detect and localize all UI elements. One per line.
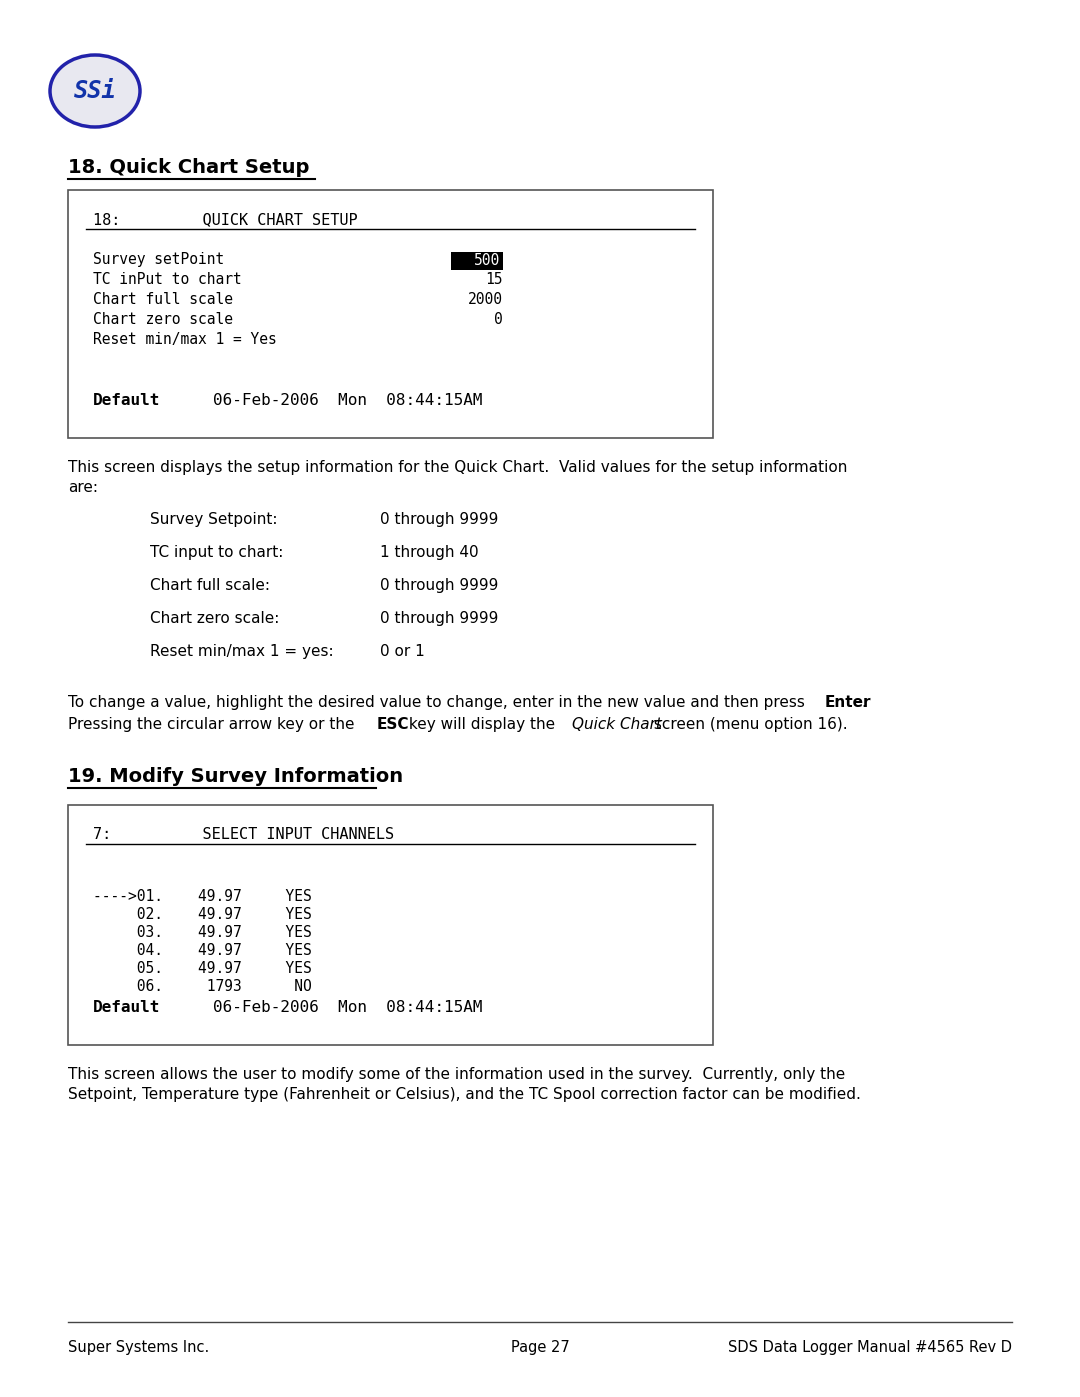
- Text: are:: are:: [68, 481, 98, 495]
- Text: Survey setPoint: Survey setPoint: [93, 251, 225, 267]
- Text: Chart full scale:: Chart full scale:: [150, 578, 270, 592]
- Bar: [451, 251, 503, 270]
- Text: TC input to chart:: TC input to chart:: [150, 545, 283, 560]
- Text: 06-Feb-2006  Mon  08:44:15AM: 06-Feb-2006 Mon 08:44:15AM: [213, 393, 483, 408]
- Text: 0 through 9999: 0 through 9999: [380, 610, 498, 626]
- Bar: [68, 190, 713, 439]
- Text: 1 through 40: 1 through 40: [380, 545, 478, 560]
- Text: TC inPut to chart: TC inPut to chart: [93, 272, 242, 286]
- Text: 04.    49.97     YES: 04. 49.97 YES: [93, 943, 312, 958]
- Text: 18:         QUICK CHART SETUP: 18: QUICK CHART SETUP: [93, 212, 357, 226]
- Text: Enter: Enter: [825, 694, 872, 710]
- Text: Reset min/max 1 = yes:: Reset min/max 1 = yes:: [150, 644, 334, 659]
- Text: Default: Default: [93, 393, 160, 408]
- Text: This screen allows the user to modify some of the information used in the survey: This screen allows the user to modify so…: [68, 1067, 846, 1083]
- Text: Setpoint, Temperature type (Fahrenheit or Celsius), and the TC Spool correction : Setpoint, Temperature type (Fahrenheit o…: [68, 1087, 861, 1102]
- Text: 03.    49.97     YES: 03. 49.97 YES: [93, 925, 312, 940]
- Text: Chart zero scale:: Chart zero scale:: [150, 610, 280, 626]
- Text: 06.     1793      NO: 06. 1793 NO: [93, 979, 312, 995]
- Text: 0 or 1: 0 or 1: [380, 644, 424, 659]
- Text: 0 through 9999: 0 through 9999: [380, 511, 498, 527]
- Text: Super Systems Inc.: Super Systems Inc.: [68, 1340, 210, 1355]
- Text: 15: 15: [486, 272, 503, 286]
- Text: Chart zero scale: Chart zero scale: [93, 312, 233, 327]
- Text: Default: Default: [93, 1000, 160, 1016]
- Text: 18. Quick Chart Setup: 18. Quick Chart Setup: [68, 158, 309, 177]
- Ellipse shape: [50, 54, 140, 127]
- Text: Reset min/max 1 = Yes: Reset min/max 1 = Yes: [93, 332, 276, 346]
- Text: 0 through 9999: 0 through 9999: [380, 578, 498, 592]
- Text: screen (menu option 16).: screen (menu option 16).: [649, 717, 848, 732]
- Text: This screen displays the setup information for the Quick Chart.  Valid values fo: This screen displays the setup informati…: [68, 460, 848, 475]
- Text: .: .: [861, 694, 866, 710]
- Text: ---->01.    49.97     YES: ---->01. 49.97 YES: [93, 888, 312, 904]
- Text: 19. Modify Survey Information: 19. Modify Survey Information: [68, 767, 403, 787]
- Text: Pressing the circular arrow key or the: Pressing the circular arrow key or the: [68, 717, 360, 732]
- Text: ESC: ESC: [377, 717, 409, 732]
- Text: Page 27: Page 27: [511, 1340, 569, 1355]
- Text: 02.    49.97     YES: 02. 49.97 YES: [93, 907, 312, 922]
- Bar: [68, 805, 713, 1045]
- Text: SSi: SSi: [73, 80, 117, 103]
- Text: SDS Data Logger Manual #4565 Rev D: SDS Data Logger Manual #4565 Rev D: [728, 1340, 1012, 1355]
- Text: 05.    49.97     YES: 05. 49.97 YES: [93, 961, 312, 977]
- Text: 0: 0: [495, 312, 503, 327]
- Text: 06-Feb-2006  Mon  08:44:15AM: 06-Feb-2006 Mon 08:44:15AM: [213, 1000, 483, 1016]
- Text: 2000: 2000: [468, 292, 503, 307]
- Text: key will display the: key will display the: [404, 717, 561, 732]
- Text: Chart full scale: Chart full scale: [93, 292, 233, 307]
- Text: To change a value, highlight the desired value to change, enter in the new value: To change a value, highlight the desired…: [68, 694, 810, 710]
- Text: 7:          SELECT INPUT CHANNELS: 7: SELECT INPUT CHANNELS: [93, 827, 394, 842]
- Text: 500: 500: [474, 253, 500, 268]
- Text: Survey Setpoint:: Survey Setpoint:: [150, 511, 278, 527]
- Text: Quick Chart: Quick Chart: [572, 717, 662, 732]
